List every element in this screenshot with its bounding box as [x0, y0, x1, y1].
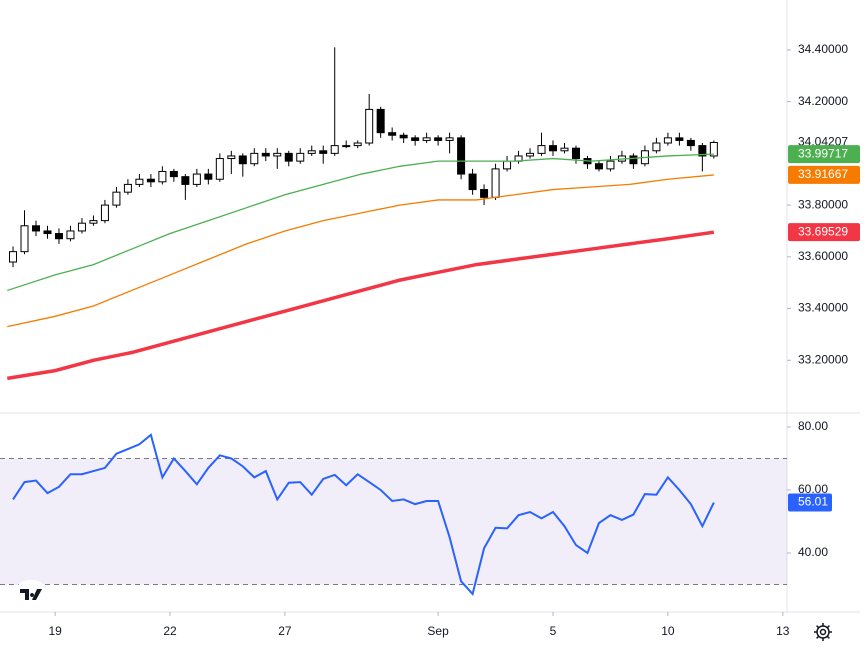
- x-tick-label: 19: [48, 624, 62, 638]
- logo-mark: [20, 589, 42, 600]
- ma-value-label: 33.91667: [798, 167, 848, 181]
- y-tick-label: 60.00: [798, 482, 828, 496]
- candle-body: [434, 137, 443, 141]
- rsi-value-box: [788, 493, 832, 512]
- settings-icon[interactable]: [814, 623, 832, 641]
- ma-value-box: [788, 145, 860, 164]
- y-tick-label: 33.40000: [798, 301, 848, 315]
- candle-body: [158, 170, 167, 183]
- candle-body: [146, 178, 155, 183]
- candle-body: [20, 225, 29, 253]
- rsi-line: [12, 433, 715, 596]
- candle-body: [9, 251, 18, 263]
- candle-body: [457, 137, 466, 175]
- y-tick-label: 33.80000: [798, 197, 848, 211]
- candle-body: [675, 137, 684, 141]
- candle-body: [560, 147, 569, 152]
- candle-body: [43, 230, 52, 235]
- candle-body: [652, 142, 661, 152]
- candle-body: [445, 137, 454, 141]
- gear-hub[interactable]: [819, 628, 827, 636]
- ma-value-box: [788, 223, 860, 242]
- candle-body: [388, 132, 397, 136]
- candle-body: [66, 230, 75, 240]
- rsi-value-label: 56.01: [798, 495, 828, 509]
- gear-teeth[interactable]: [814, 623, 832, 641]
- candle-body: [537, 145, 546, 154]
- candle-body: [422, 137, 431, 141]
- candle-body: [54, 233, 63, 240]
- candle-body: [503, 160, 512, 170]
- candle-body: [273, 152, 282, 157]
- logo: [15, 580, 47, 608]
- candle-body: [571, 147, 580, 160]
- candle-body: [192, 173, 201, 185]
- candle-body: [250, 152, 259, 165]
- ma-value-label: 33.99717: [798, 146, 848, 160]
- ma-value-box: [788, 165, 860, 184]
- y-tick-label: 34.20000: [798, 94, 848, 108]
- y-tick-label: 40.00: [798, 545, 828, 559]
- candle-body: [112, 191, 121, 206]
- x-tick-label: 27: [278, 624, 292, 638]
- y-tick-label: 80.00: [798, 419, 828, 433]
- candle-body: [181, 176, 190, 185]
- candle-body: [169, 170, 178, 178]
- x-tick-label: Sep: [427, 624, 449, 638]
- candle-body: [284, 152, 293, 162]
- candle-body: [238, 155, 247, 165]
- y-tick-label: 34.40000: [798, 42, 848, 56]
- candle-body: [330, 145, 339, 154]
- candle-body: [399, 134, 408, 139]
- rsi-band: [0, 458, 787, 585]
- candle-body: [663, 137, 672, 144]
- x-tick-label: 13: [776, 624, 790, 638]
- candle-body: [342, 145, 351, 148]
- candle-body: [549, 145, 558, 152]
- moving-average-line: [6, 230, 715, 381]
- candle-body: [594, 163, 603, 170]
- candle-body: [709, 141, 718, 157]
- candle-body: [629, 155, 638, 165]
- x-tick-label: 10: [661, 624, 675, 638]
- candle-body: [698, 145, 707, 157]
- candle-body: [89, 220, 98, 224]
- candle-body: [227, 155, 236, 160]
- ma-value-label: 33.69529: [798, 224, 848, 238]
- candle-body: [480, 189, 489, 198]
- candle-body: [123, 183, 132, 193]
- candle-body: [468, 173, 477, 191]
- candle-body: [77, 222, 86, 232]
- candle-body: [31, 225, 40, 232]
- candle-body: [135, 178, 144, 185]
- candle-body: [376, 108, 385, 134]
- candle-body: [307, 150, 316, 154]
- x-tick-label: 22: [163, 624, 177, 638]
- moving-average-line: [7, 153, 714, 292]
- candle-body: [353, 142, 362, 147]
- y-tick-label: 33.20000: [798, 352, 848, 366]
- candle-body: [365, 108, 374, 144]
- candle-body: [491, 168, 500, 198]
- candle-body: [686, 139, 695, 147]
- moving-average-line: [7, 174, 714, 328]
- candle-body: [215, 158, 224, 180]
- candle-body: [204, 173, 213, 180]
- y-tick-label: 33.60000: [798, 249, 848, 263]
- candle-body: [606, 160, 615, 170]
- candle-body: [411, 137, 420, 141]
- candle-body: [261, 152, 270, 157]
- candle-body: [526, 152, 535, 157]
- x-tick-label: 5: [550, 624, 557, 638]
- candle-body: [319, 150, 328, 154]
- candle-body: [100, 204, 109, 222]
- candle-body: [296, 152, 305, 162]
